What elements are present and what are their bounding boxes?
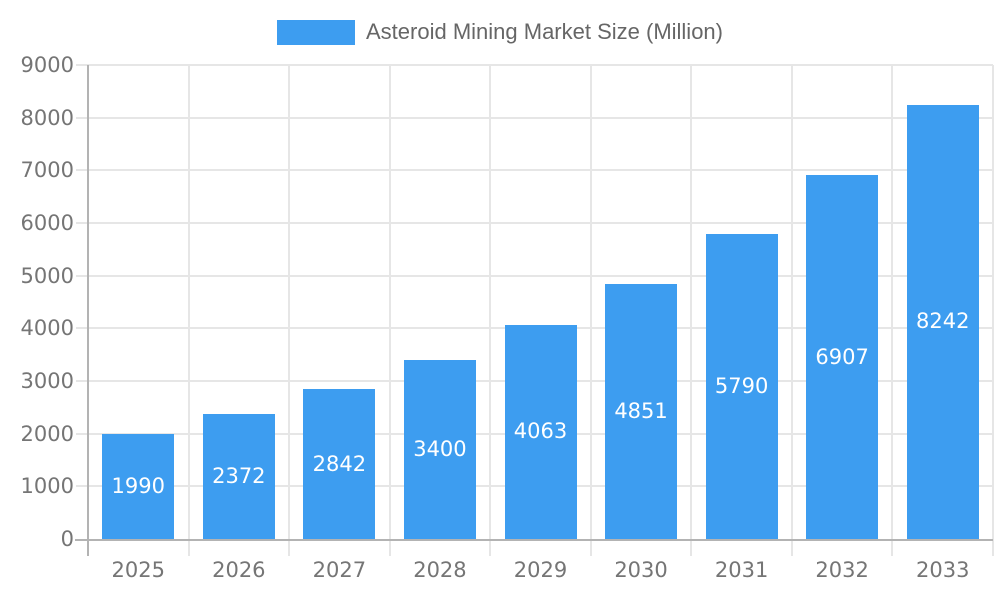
y-axis-label: 0	[60, 527, 74, 551]
bar-value-label: 5790	[714, 374, 769, 399]
y-axis-label: 2000	[20, 421, 74, 446]
y-axis-label: 3000	[20, 369, 74, 393]
gridline-horizontal	[76, 274, 993, 277]
x-axis-label: 2025	[111, 558, 165, 582]
x-axis-label: 2027	[312, 558, 367, 582]
legend-label: Asteroid Mining Market Size (Million)	[366, 19, 723, 44]
gridline-vertical	[288, 65, 291, 556]
bar-value-label: 2372	[212, 464, 266, 489]
bar[interactable]: 2842	[303, 389, 376, 539]
bar[interactable]: 3400	[403, 359, 476, 539]
bar-value-label: 8242	[915, 309, 970, 334]
x-axis-label: 2026	[212, 558, 266, 582]
y-axis-line	[87, 65, 89, 556]
bar[interactable]: 1990	[102, 434, 175, 539]
gridline-vertical	[489, 65, 492, 556]
bar-value-label: 1990	[111, 474, 165, 499]
bar-value-label: 3400	[413, 436, 467, 461]
bar-value-label: 6907	[815, 344, 869, 369]
gridline-horizontal	[76, 222, 993, 224]
x-axis-label: 2032	[815, 558, 869, 582]
bar[interactable]: 4063	[504, 325, 577, 539]
y-axis-label: 8000	[20, 105, 74, 130]
x-axis-label: 2030	[614, 558, 668, 582]
x-axis-label: 2033	[915, 558, 970, 582]
plot-area: 1990 2372 2842 3400 4063 4851 5790 6907 8242	[75, 64, 994, 556]
gridline-horizontal	[76, 116, 993, 119]
bar[interactable]: 2372	[202, 414, 275, 539]
gridline-vertical	[690, 65, 693, 556]
bar[interactable]: 4851	[605, 283, 678, 539]
gridline-vertical	[891, 65, 894, 556]
y-axis-label: 5000	[20, 263, 74, 288]
y-axis-label: 7000	[20, 158, 74, 183]
gridline-horizontal	[76, 169, 993, 172]
gridline-vertical	[992, 65, 994, 556]
x-axis-line	[75, 539, 993, 541]
gridline-vertical	[187, 65, 190, 556]
x-axis-label: 2029	[513, 558, 568, 582]
y-axis-label: 4000	[20, 316, 74, 341]
y-axis-label: 6000	[20, 211, 74, 235]
bar-value-label: 2842	[312, 451, 367, 476]
bar[interactable]: 6907	[806, 175, 879, 539]
bar-value-label: 4851	[614, 398, 668, 423]
x-axis-label: 2031	[714, 558, 769, 582]
legend-swatch	[277, 19, 355, 45]
bar[interactable]: 8242	[906, 104, 979, 539]
x-axis-label: 2028	[413, 558, 467, 582]
y-axis-label: 9000	[20, 53, 74, 77]
y-axis-label: 1000	[20, 474, 74, 499]
gridline-vertical	[790, 65, 793, 556]
gridline-horizontal	[76, 64, 993, 66]
gridline-vertical	[388, 65, 391, 556]
bar-value-label: 4063	[513, 419, 568, 444]
gridline-vertical	[589, 65, 592, 556]
bar[interactable]: 5790	[705, 234, 778, 539]
chart-legend[interactable]: Asteroid Mining Market Size (Million)	[0, 17, 1000, 47]
